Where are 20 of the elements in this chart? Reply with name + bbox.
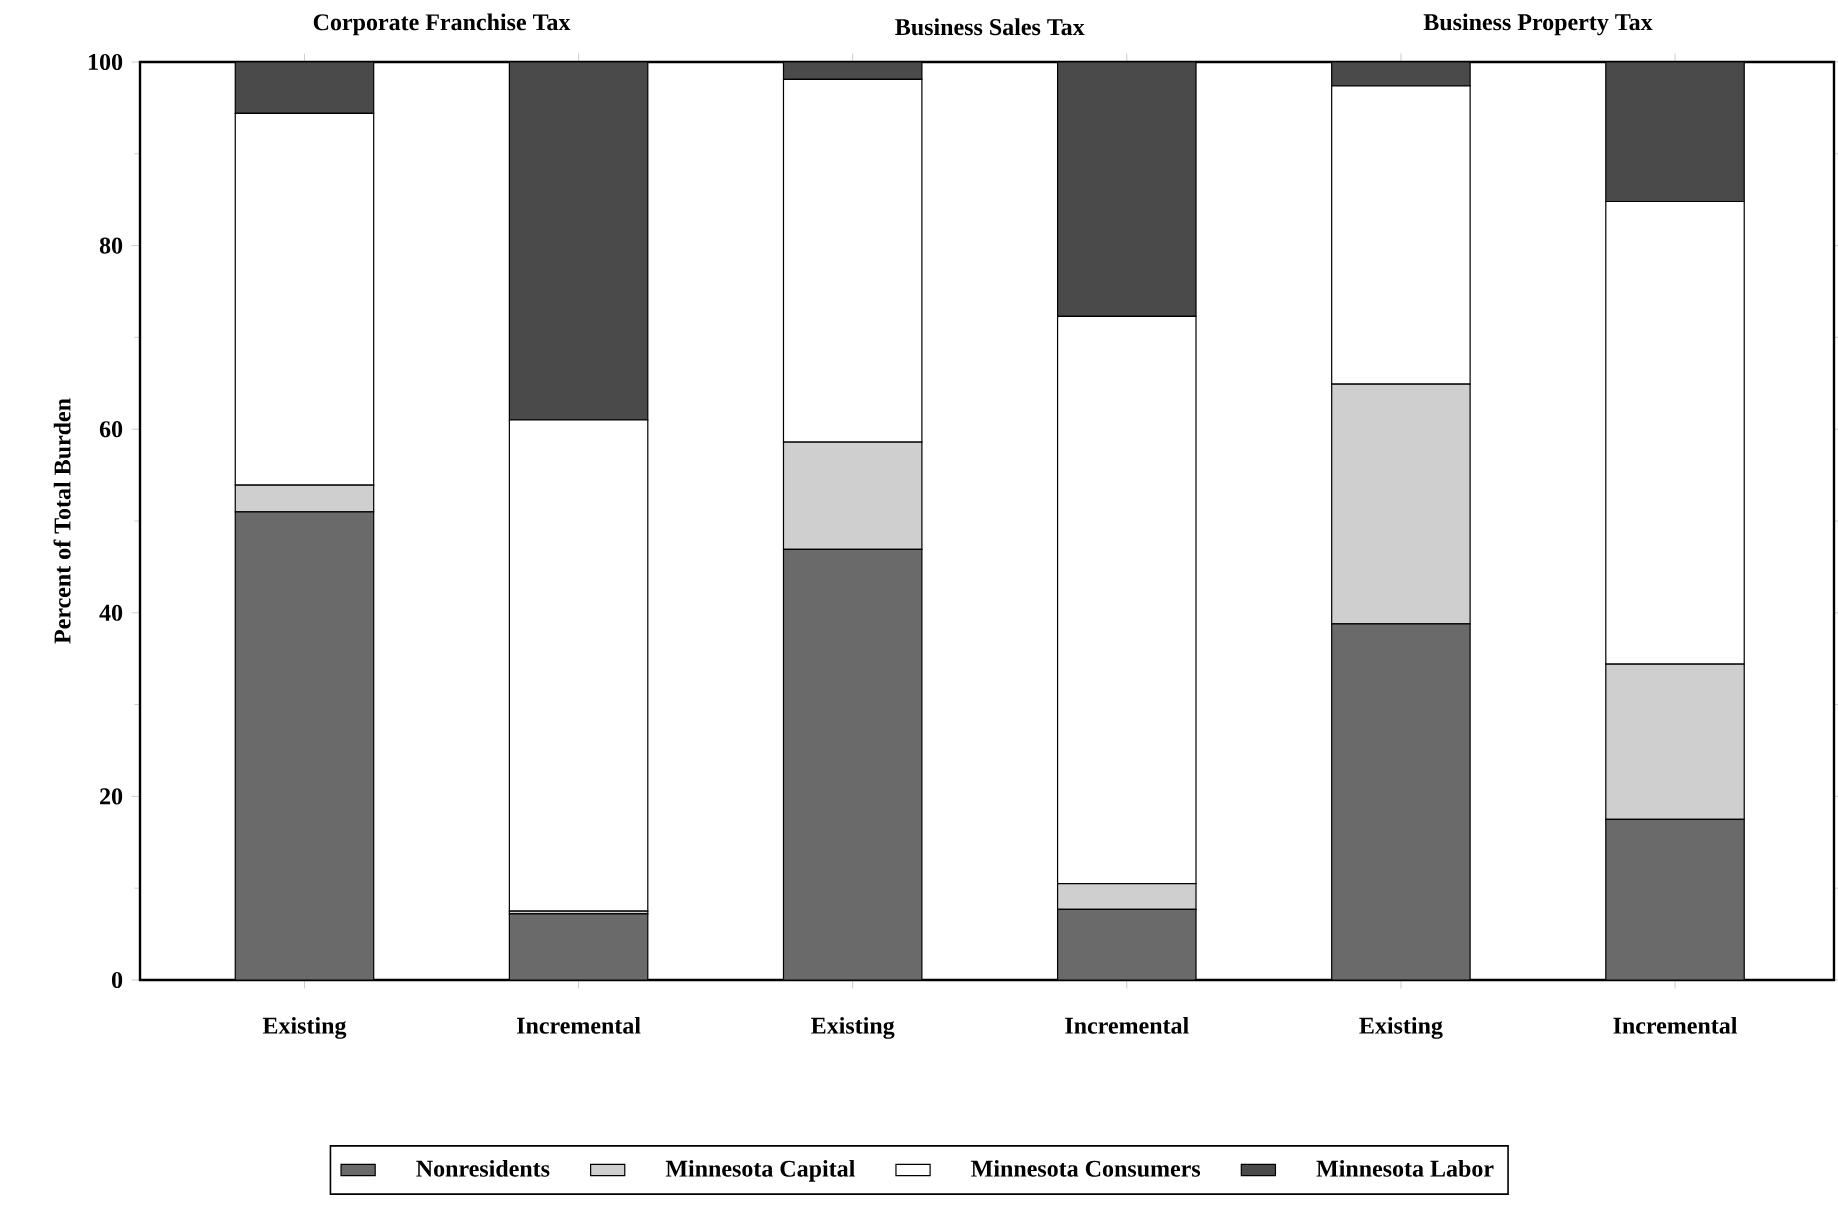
x-tick-label: Incremental — [516, 1016, 641, 1034]
y-tick-label: 100 — [88, 53, 123, 71]
text: Business Property Tax — [1423, 13, 1653, 36]
legend-label: Minnesota Capital — [665, 1159, 855, 1182]
y-tick-label: 40 — [99, 604, 123, 621]
legend-label: Minnesota Consumers — [971, 1159, 1201, 1177]
legend-label: Minnesota Labor — [1316, 1159, 1494, 1177]
x-tick-label: Existing — [811, 1016, 895, 1039]
y-tick-label: 0 — [111, 971, 123, 989]
text: Business Sales Tax — [895, 18, 1085, 36]
y-axis-title: Percent of Total Burden — [53, 398, 71, 644]
y-tick-label: 60 — [99, 421, 123, 438]
y-tick-label: 80 — [99, 237, 123, 254]
x-tick-label: Existing — [1359, 1016, 1443, 1039]
x-tick-label: Existing — [262, 1016, 347, 1039]
text: Corporate Franchise Tax — [313, 13, 571, 36]
x-tick-label: Incremental — [1613, 1016, 1738, 1034]
y-tick-label: 20 — [100, 788, 123, 805]
x-tick-label: Incremental — [1065, 1016, 1189, 1034]
legend-label: Nonresidents — [416, 1159, 550, 1177]
